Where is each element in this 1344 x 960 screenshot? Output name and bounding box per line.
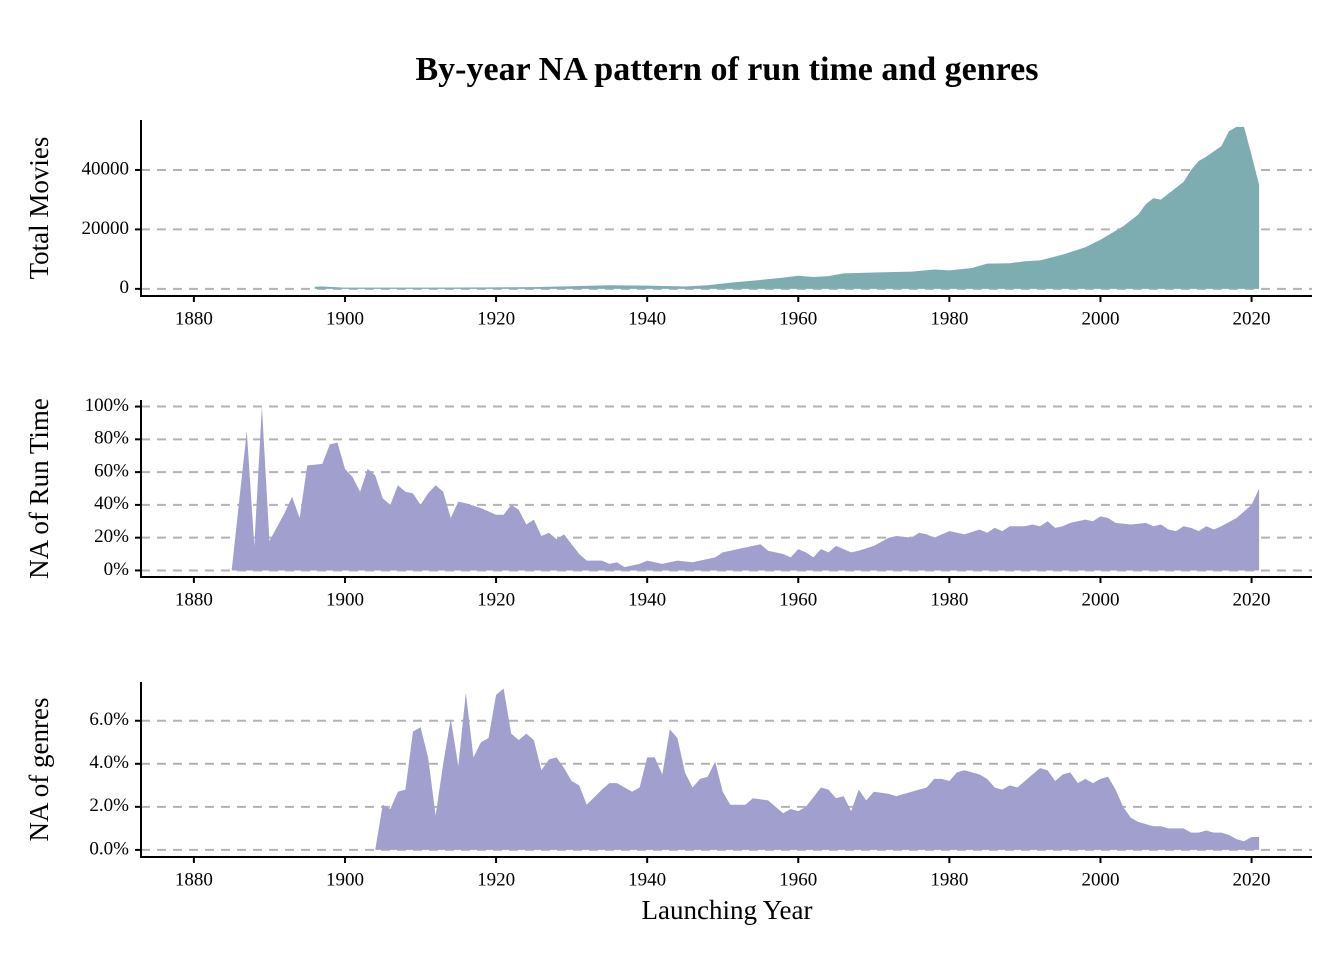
- x-tick-label: 1960: [779, 589, 817, 610]
- x-tick-label: 1900: [326, 869, 364, 890]
- x-tick-label: 1960: [779, 308, 817, 329]
- x-tick-label: 1960: [779, 869, 817, 890]
- area: [231, 406, 1260, 571]
- area: [314, 126, 1260, 289]
- x-axis-label: Launching Year: [642, 895, 813, 925]
- y-tick-label: 20000: [82, 218, 130, 239]
- y-tick-label: 40000: [82, 158, 130, 179]
- y-tick-label: 4.0%: [89, 752, 129, 773]
- x-tick-label: 2020: [1233, 869, 1271, 890]
- y-tick-label: 80%: [94, 428, 129, 449]
- x-tick-label: 1900: [326, 308, 364, 329]
- x-tick-label: 1920: [477, 308, 515, 329]
- x-tick-label: 2000: [1081, 589, 1119, 610]
- y-tick-label: 20%: [94, 526, 129, 547]
- x-tick-label: 1980: [930, 308, 968, 329]
- y-axis-label: NA of Run Time: [24, 398, 54, 579]
- x-tick-label: 1940: [628, 308, 666, 329]
- y-axis-label: Total Movies: [24, 137, 54, 280]
- x-tick-label: 2000: [1081, 869, 1119, 890]
- y-tick-label: 6.0%: [89, 709, 129, 730]
- x-tick-label: 1900: [326, 589, 364, 610]
- y-tick-label: 2.0%: [89, 795, 129, 816]
- x-tick-label: 2020: [1233, 589, 1271, 610]
- x-tick-label: 1880: [175, 869, 213, 890]
- y-tick-label: 0: [120, 277, 130, 298]
- area: [375, 688, 1260, 850]
- x-tick-label: 1880: [175, 589, 213, 610]
- y-tick-label: 100%: [85, 395, 130, 416]
- y-axis-label: NA of genres: [24, 698, 54, 842]
- chart-title: By-year NA pattern of run time and genre…: [416, 51, 1039, 88]
- x-tick-label: 1880: [175, 308, 213, 329]
- x-tick-label: 2020: [1233, 308, 1271, 329]
- x-tick-label: 1940: [628, 589, 666, 610]
- y-tick-label: 0.0%: [89, 838, 129, 859]
- x-tick-label: 1920: [477, 869, 515, 890]
- x-tick-label: 1980: [930, 869, 968, 890]
- y-tick-label: 40%: [94, 493, 129, 514]
- y-tick-label: 60%: [94, 460, 129, 481]
- x-tick-label: 1940: [628, 869, 666, 890]
- x-tick-label: 1920: [477, 589, 515, 610]
- x-tick-label: 1980: [930, 589, 968, 610]
- y-tick-label: 0%: [104, 559, 130, 580]
- x-tick-label: 2000: [1081, 308, 1119, 329]
